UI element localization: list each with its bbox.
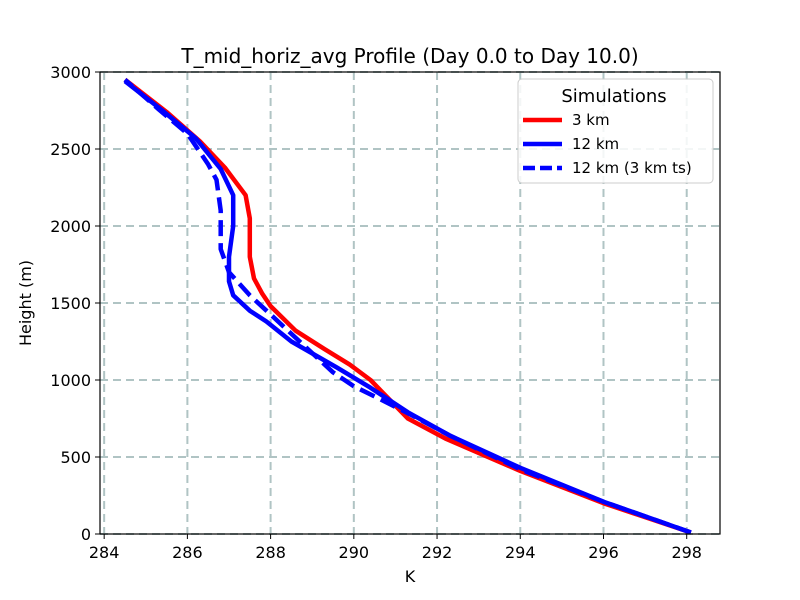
x-tick-label: 298 bbox=[671, 543, 702, 562]
axis-ticks: 284 286 288 290 292 294 296 298 0 500 1000 1500 2000… bbox=[50, 63, 702, 562]
y-tick-label: 500 bbox=[60, 448, 91, 467]
y-tick-label: 0 bbox=[81, 525, 91, 544]
y-tick-label: 1000 bbox=[50, 371, 91, 390]
x-tick-label: 286 bbox=[172, 543, 203, 562]
legend-label: 3 km bbox=[572, 111, 610, 129]
legend-title: Simulations bbox=[561, 86, 666, 107]
y-tick-label: 2500 bbox=[50, 140, 91, 159]
series-line-12-km-3-km-ts bbox=[123, 78, 692, 535]
legend: Simulations 3 km 12 km 12 km (3 km ts) bbox=[517, 78, 714, 184]
chart-title: T_mid_horiz_avg Profile (Day 0.0 to Day … bbox=[180, 44, 638, 68]
y-tick-label: 3000 bbox=[50, 63, 91, 82]
x-axis-label: K bbox=[405, 567, 416, 586]
y-axis-label: Height (m) bbox=[16, 260, 35, 346]
x-tick-label: 290 bbox=[339, 543, 370, 562]
legend-box bbox=[517, 78, 714, 184]
series-lines bbox=[123, 77, 692, 535]
series-line-3-km bbox=[123, 77, 692, 535]
x-tick-label: 294 bbox=[505, 543, 536, 562]
x-tick-label: 296 bbox=[588, 543, 619, 562]
grid bbox=[100, 71, 720, 535]
legend-label: 12 km (3 km ts) bbox=[572, 159, 692, 177]
y-tick-label: 1500 bbox=[50, 294, 91, 313]
legend-label: 12 km bbox=[572, 135, 619, 153]
x-tick-label: 292 bbox=[422, 543, 453, 562]
x-tick-label: 288 bbox=[255, 543, 286, 562]
x-tick-label: 284 bbox=[89, 543, 120, 562]
y-tick-label: 2000 bbox=[50, 217, 91, 236]
